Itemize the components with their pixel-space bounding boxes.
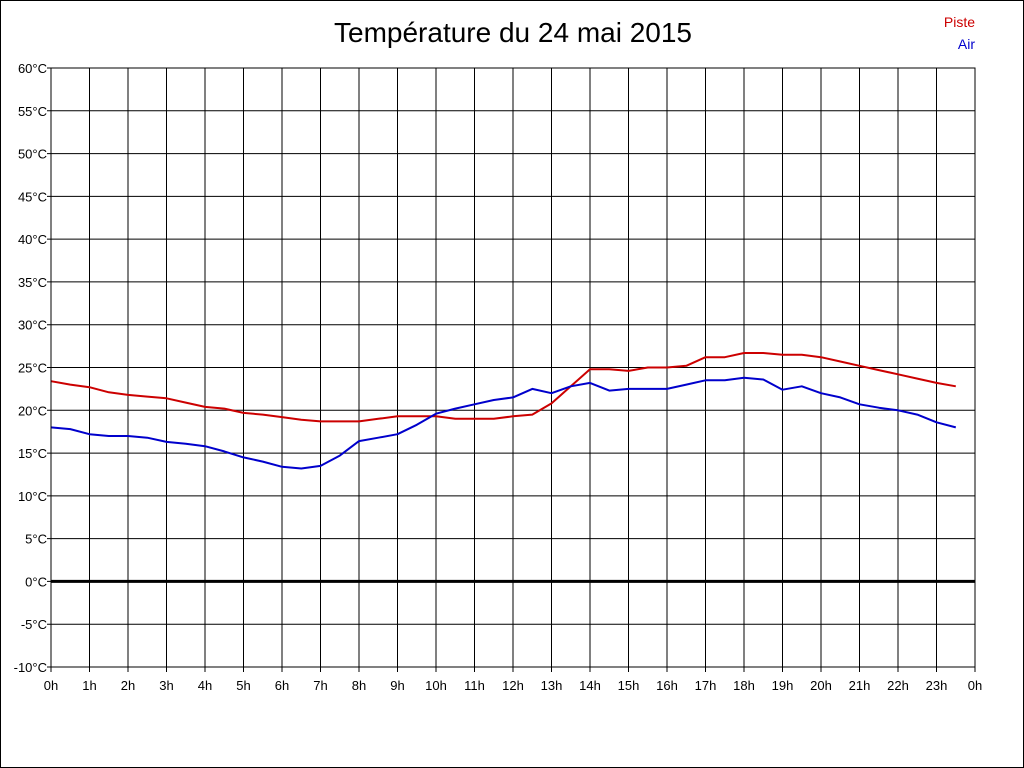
x-axis-labels: 0h 1h 2h 3h 4h 5h 6h 7h 8h 9h 10h 11h 12h 13h 14h 15h 16… (44, 678, 982, 693)
x-tick-label: 0h (44, 678, 58, 693)
series-lines (50, 352, 957, 470)
x-tick-label: 1h (82, 678, 96, 693)
x-tick-label: 20h (810, 678, 832, 693)
y-tick-label: 50°C (18, 147, 47, 162)
y-tick-label: 25°C (18, 361, 47, 376)
chart-title: Température du 24 mai 2015 (334, 17, 692, 48)
series-line-air (50, 376, 957, 470)
x-tick-label: 17h (695, 678, 717, 693)
y-tick-label: 40°C (18, 232, 47, 247)
y-tick-label: 35°C (18, 275, 47, 290)
x-tick-label: 14h (579, 678, 601, 693)
y-tick-label: 30°C (18, 318, 47, 333)
y-tick-label: 20°C (18, 403, 47, 418)
y-axis-labels: 60°C 55°C 50°C 45°C 40°C 35°C 30°C 25°C 20°C 15°C… (14, 61, 47, 675)
x-tick-label: 15h (618, 678, 640, 693)
y-tick-label: -10°C (14, 660, 47, 675)
x-tick-label: 4h (198, 678, 212, 693)
x-tick-label: 9h (390, 678, 404, 693)
x-tick-label: 3h (159, 678, 173, 693)
y-tick-label: 0°C (25, 574, 47, 589)
y-tick-label: 10°C (18, 489, 47, 504)
plot-area-border (50, 67, 976, 668)
x-tick-label: 8h (352, 678, 366, 693)
x-tick-label: 19h (772, 678, 794, 693)
x-tick-label: 13h (541, 678, 563, 693)
grid (47, 67, 976, 672)
series-line-piste (50, 352, 956, 423)
x-tick-label: 5h (236, 678, 250, 693)
x-tick-label: 18h (733, 678, 755, 693)
x-tick-label: 10h (425, 678, 447, 693)
x-tick-label: 11h (464, 678, 485, 693)
x-tick-label: 12h (502, 678, 524, 693)
y-tick-label: 15°C (18, 446, 47, 461)
legend-item-air: Air (957, 36, 975, 52)
x-tick-label: 16h (656, 678, 678, 693)
x-tick-label: 21h (849, 678, 871, 693)
y-tick-label: 55°C (18, 104, 47, 119)
x-tick-label: 6h (275, 678, 289, 693)
x-tick-label: 0h (968, 678, 982, 693)
legend-item-piste: Piste (943, 14, 975, 30)
y-tick-label: 60°C (18, 61, 47, 76)
x-tick-label: 23h (926, 678, 948, 693)
y-tick-label: 45°C (18, 189, 47, 204)
y-tick-label: 5°C (25, 532, 47, 547)
x-tick-label: 7h (313, 678, 327, 693)
x-tick-label: 22h (887, 678, 909, 693)
x-tick-label: 2h (121, 678, 135, 693)
y-tick-label: -5°C (21, 617, 47, 632)
